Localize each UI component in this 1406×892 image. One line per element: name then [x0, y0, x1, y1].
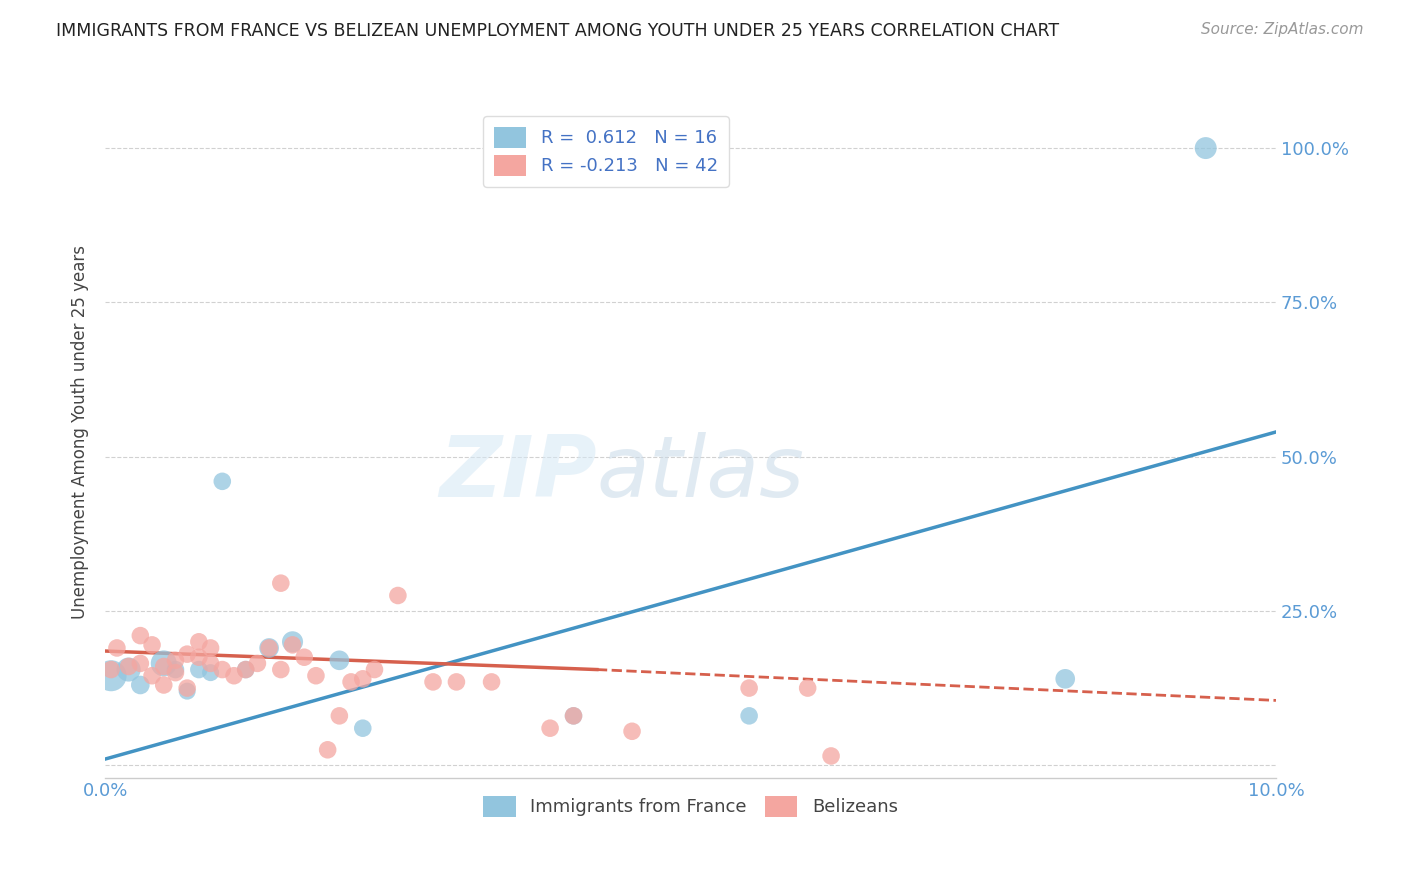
Text: IMMIGRANTS FROM FRANCE VS BELIZEAN UNEMPLOYMENT AMONG YOUTH UNDER 25 YEARS CORRE: IMMIGRANTS FROM FRANCE VS BELIZEAN UNEMP… [56, 22, 1059, 40]
Point [281, 638, 304, 652]
Point [129, 629, 152, 643]
Point [200, 657, 222, 671]
Point [1054, 672, 1077, 686]
Point [141, 638, 163, 652]
Point [363, 663, 385, 677]
Point [165, 653, 187, 667]
Point [270, 663, 292, 677]
Point [281, 634, 304, 648]
Point [305, 669, 328, 683]
Point [211, 475, 233, 489]
Point [235, 663, 257, 677]
Point [292, 650, 315, 665]
Text: ZIP: ZIP [439, 432, 598, 515]
Point [316, 743, 339, 757]
Point [352, 721, 374, 735]
Point [152, 657, 174, 671]
Point [165, 663, 187, 677]
Point [187, 650, 209, 665]
Point [621, 724, 644, 739]
Point [538, 721, 561, 735]
Point [352, 672, 374, 686]
Point [176, 684, 198, 698]
Point [176, 681, 198, 695]
Point [165, 665, 187, 680]
Point [422, 674, 444, 689]
Point [200, 665, 222, 680]
Point [328, 653, 350, 667]
Point [481, 674, 503, 689]
Point [152, 678, 174, 692]
Point [270, 576, 292, 591]
Point [387, 589, 409, 603]
Text: atlas: atlas [598, 432, 804, 515]
Y-axis label: Unemployment Among Youth under 25 years: Unemployment Among Youth under 25 years [72, 245, 89, 619]
Point [141, 669, 163, 683]
Legend: Immigrants from France, Belizeans: Immigrants from France, Belizeans [477, 789, 905, 824]
Point [152, 659, 174, 673]
Point [129, 657, 152, 671]
Point [105, 640, 128, 655]
Point [446, 674, 468, 689]
Point [796, 681, 818, 695]
Point [200, 640, 222, 655]
Point [328, 709, 350, 723]
Point [562, 709, 585, 723]
Point [820, 748, 842, 763]
Point [176, 647, 198, 661]
Point [117, 663, 139, 677]
Point [117, 659, 139, 673]
Point [187, 663, 209, 677]
Point [211, 663, 233, 677]
Point [257, 640, 280, 655]
Point [222, 669, 245, 683]
Point [246, 657, 269, 671]
Point [235, 663, 257, 677]
Point [257, 640, 280, 655]
Point [1195, 141, 1218, 155]
Point [187, 634, 209, 648]
Text: Source: ZipAtlas.com: Source: ZipAtlas.com [1201, 22, 1364, 37]
Point [129, 678, 152, 692]
Point [738, 709, 761, 723]
Point [100, 663, 122, 677]
Point [562, 709, 585, 723]
Point [100, 669, 122, 683]
Point [340, 674, 363, 689]
Point [738, 681, 761, 695]
